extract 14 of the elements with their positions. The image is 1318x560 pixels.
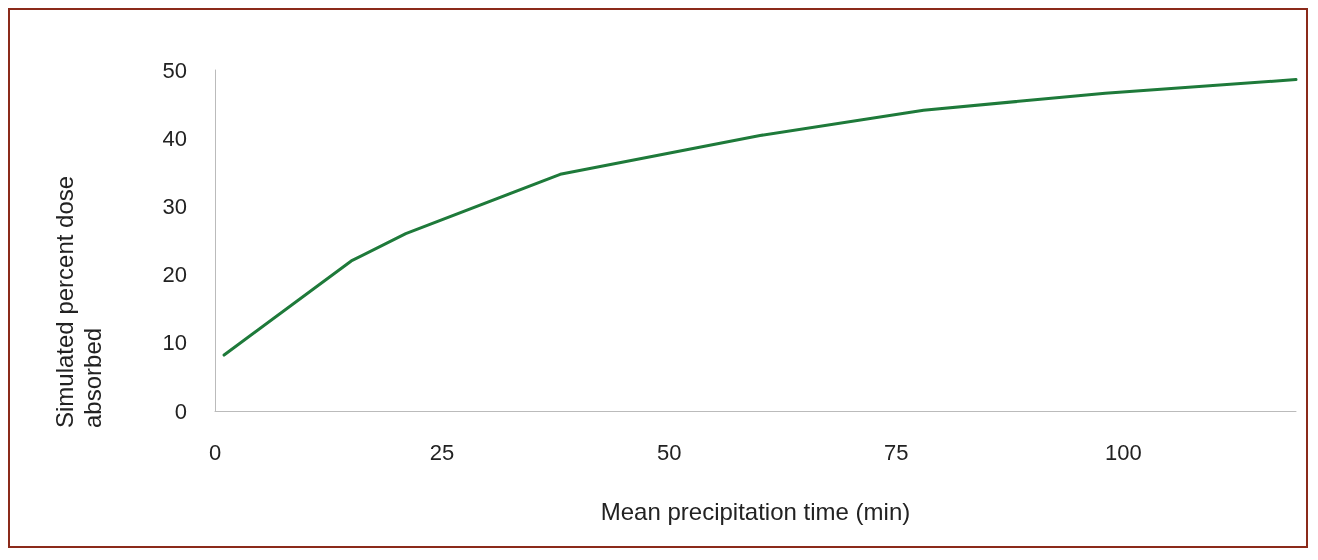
- x-tick-label: 25: [429, 439, 455, 465]
- x-axis-title: Mean precipitation time (min): [600, 497, 911, 525]
- y-tick-label: 10: [162, 330, 187, 356]
- y-tick-label: 20: [162, 262, 187, 288]
- x-tick-label: 75: [884, 439, 909, 465]
- x-tick-label: 0: [208, 439, 222, 465]
- y-tick-label: 30: [162, 193, 187, 219]
- y-tick-label: 40: [162, 125, 187, 151]
- y-axis-title: Simulated percent dose absorbed: [50, 169, 106, 428]
- x-tick-label: 100: [1105, 439, 1142, 465]
- x-tick-label: 50: [656, 439, 682, 465]
- y-tick-label: 0: [174, 398, 187, 424]
- line-series: [222, 78, 1298, 357]
- y-tick-label: 50: [162, 57, 187, 83]
